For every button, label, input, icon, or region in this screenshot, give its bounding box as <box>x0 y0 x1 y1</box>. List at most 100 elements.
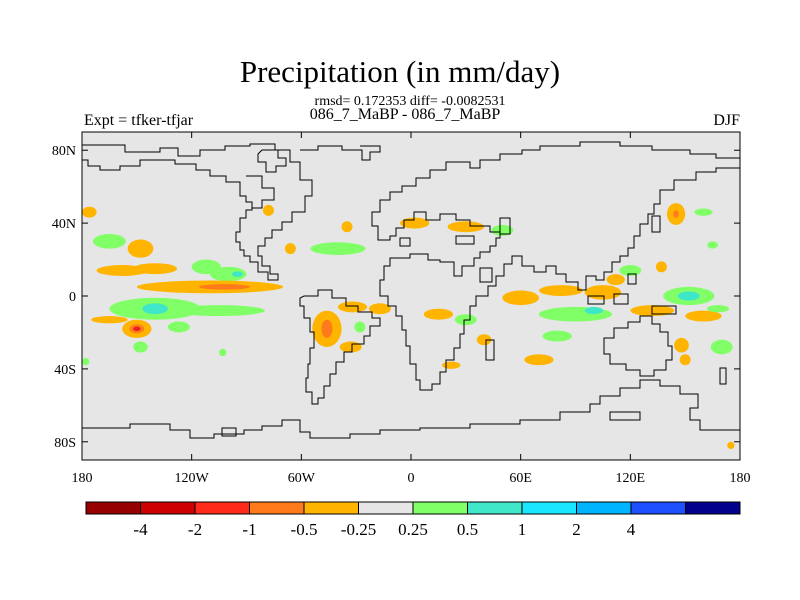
lon-tick-label-6: 180 <box>730 471 751 486</box>
anomaly-patch-56 <box>674 337 689 353</box>
map-background <box>82 132 740 460</box>
anomaly-patch-58 <box>679 354 691 366</box>
coastline-greenland <box>300 145 381 161</box>
colorbar-swatch-2 <box>194 501 250 515</box>
coastline-weddell-island <box>221 427 237 437</box>
anomaly-patch-51 <box>673 210 679 218</box>
colorbar-label-3: -0.5 <box>291 520 318 539</box>
coastline-madagascar <box>485 339 495 361</box>
anomaly-patch-34 <box>423 308 454 320</box>
anomaly-patch-7 <box>231 271 243 277</box>
lat-tick-label-1: 40N <box>52 217 76 232</box>
coastline-north-america <box>82 143 313 281</box>
coastline-australia <box>603 315 673 377</box>
lon-tick-label-2: 60W <box>288 471 316 486</box>
anomaly-patch-52 <box>694 208 713 216</box>
anomaly-patch-42 <box>584 306 603 315</box>
anomaly-patch-9 <box>198 284 251 290</box>
anomaly-patch-40 <box>584 285 622 300</box>
anomaly-patch-59 <box>655 261 667 273</box>
colorbar-label-6: 0.5 <box>457 520 478 539</box>
colorbar-label-5: 0.25 <box>398 520 428 539</box>
lon-tick-label-3: 0 <box>408 471 415 486</box>
colorbar-swatch-6 <box>412 501 468 515</box>
coastlines <box>82 141 740 439</box>
colorbar-label-9: 4 <box>627 520 636 539</box>
lat-tick-label-2: 0 <box>69 290 76 305</box>
anomaly-patch-1 <box>92 234 126 249</box>
lon-tick-label-1: 120W <box>175 471 210 486</box>
coastline-caspian <box>499 217 511 235</box>
colorbar-label-2: -1 <box>242 520 256 539</box>
anomaly-patch-39 <box>538 285 583 296</box>
coastline-sumatra <box>587 295 605 305</box>
colorbar: -4 -2 -1 -0.5 -0.25 0.25 0.5 1 2 4 <box>85 501 741 539</box>
anomaly-patch-37 <box>442 361 461 369</box>
anomaly-patch-47 <box>707 305 730 313</box>
anomaly-patch-20 <box>219 348 227 357</box>
plot-title: Precipitation (in mm/day) <box>239 54 561 89</box>
anomaly-patch-17 <box>167 321 190 333</box>
lon-tick-label-4: 60E <box>509 471 532 486</box>
coastline-arctic-islands <box>257 149 287 173</box>
anomaly-patch-28 <box>262 204 274 216</box>
anomaly-patch-60 <box>727 441 735 450</box>
colorbar-swatch-4 <box>303 501 359 515</box>
colorbar-swatch-8 <box>521 501 577 515</box>
colorbar-swatch-7 <box>467 501 523 515</box>
colorbar-swatch-1 <box>140 501 196 515</box>
lon-tick-label-5: 120E <box>616 471 646 486</box>
colorbar-swatch-5 <box>358 501 414 515</box>
anomaly-patch-19 <box>82 357 90 366</box>
coastline-new-zealand <box>719 367 727 385</box>
coastline-japan <box>651 215 661 233</box>
anomaly-patch-26 <box>339 341 362 353</box>
anomaly-patch-11 <box>142 303 168 315</box>
anomaly-patch-54 <box>542 330 572 342</box>
anomaly-patch-18 <box>133 341 148 353</box>
anomaly-patch-38 <box>502 290 539 306</box>
anomaly-patch-22 <box>368 303 391 315</box>
anomaly-patch-4 <box>133 263 178 275</box>
anomaly-patch-36 <box>476 334 492 346</box>
anomaly-patch-13 <box>91 316 128 324</box>
lat-tick-label-3: 40S <box>54 363 76 378</box>
anomaly-patch-53 <box>707 241 719 249</box>
anomaly-patch-55 <box>524 354 554 366</box>
colorbar-label-7: 1 <box>518 520 527 539</box>
colorbar-swatch-11 <box>685 501 741 515</box>
coastline-philippines <box>627 273 637 285</box>
anomaly-patch-33 <box>491 224 514 236</box>
anomaly-patch-12 <box>173 305 265 317</box>
latitude-axis: 80N 40N 0 40S 80S <box>52 144 740 451</box>
coastline-borneo <box>613 293 629 305</box>
coastline-antarctica <box>82 379 740 439</box>
anomaly-patch-16 <box>133 326 141 331</box>
lat-tick-label-4: 80S <box>54 436 76 451</box>
season-label: DJF <box>713 112 740 129</box>
colorbar-label-1: -2 <box>188 520 202 539</box>
coastline-south-america <box>299 289 381 405</box>
colorbar-swatch-9 <box>576 501 632 515</box>
colorbar-swatch-10 <box>630 501 686 515</box>
longitude-axis: 180 120W 60W 0 60E 120E 180 <box>72 132 751 486</box>
case-line: 086_7_MaBP - 086_7_MaBP <box>309 106 501 123</box>
anomaly-patch-21 <box>337 301 368 313</box>
experiment-label: Expt = tfker-tfjar <box>84 112 194 129</box>
colorbar-label-4: -0.25 <box>341 520 376 539</box>
colorbar-label-8: 2 <box>572 520 581 539</box>
coastline-new-guinea <box>651 305 677 315</box>
coastline-uk <box>399 237 411 247</box>
anomaly-patch-44 <box>677 291 700 301</box>
coastline-ross-shelf <box>609 411 641 421</box>
anomaly-contours <box>82 203 735 450</box>
anomaly-patch-27 <box>341 221 353 233</box>
anomaly-patch-32 <box>447 221 485 233</box>
coastline-black-sea <box>455 235 475 245</box>
anomaly-patch-0 <box>82 206 97 218</box>
anomaly-patch-24 <box>321 319 333 338</box>
anomaly-patch-29 <box>284 243 296 255</box>
anomaly-patch-57 <box>710 339 733 355</box>
coastline-eurasia-africa <box>371 141 740 391</box>
